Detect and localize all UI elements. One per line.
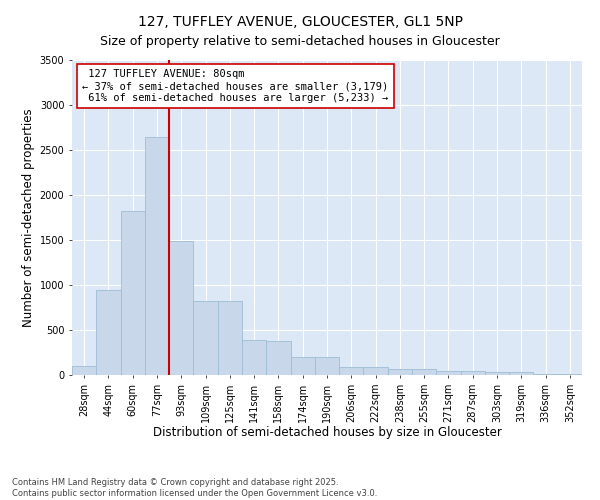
Bar xyxy=(121,211,145,375)
Bar xyxy=(266,341,290,375)
Bar xyxy=(533,374,558,375)
Bar xyxy=(558,374,582,375)
Bar xyxy=(436,370,461,375)
Bar xyxy=(509,372,533,375)
Bar xyxy=(290,358,315,375)
X-axis label: Distribution of semi-detached houses by size in Gloucester: Distribution of semi-detached houses by … xyxy=(152,426,502,440)
Text: Contains HM Land Registry data © Crown copyright and database right 2025.
Contai: Contains HM Land Registry data © Crown c… xyxy=(12,478,377,498)
Bar xyxy=(193,301,218,375)
Text: Size of property relative to semi-detached houses in Gloucester: Size of property relative to semi-detach… xyxy=(100,35,500,48)
Bar xyxy=(145,138,169,375)
Bar xyxy=(388,369,412,375)
Text: 127, TUFFLEY AVENUE, GLOUCESTER, GL1 5NP: 127, TUFFLEY AVENUE, GLOUCESTER, GL1 5NP xyxy=(137,15,463,29)
Text: 127 TUFFLEY AVENUE: 80sqm
← 37% of semi-detached houses are smaller (3,179)
 61%: 127 TUFFLEY AVENUE: 80sqm ← 37% of semi-… xyxy=(82,70,388,102)
Bar xyxy=(72,366,96,375)
Bar xyxy=(461,370,485,375)
Bar xyxy=(169,241,193,375)
Bar xyxy=(96,290,121,375)
Y-axis label: Number of semi-detached properties: Number of semi-detached properties xyxy=(22,108,35,327)
Bar xyxy=(242,340,266,375)
Bar xyxy=(339,367,364,375)
Bar xyxy=(218,301,242,375)
Bar xyxy=(485,372,509,375)
Bar xyxy=(315,358,339,375)
Bar xyxy=(412,369,436,375)
Bar xyxy=(364,367,388,375)
